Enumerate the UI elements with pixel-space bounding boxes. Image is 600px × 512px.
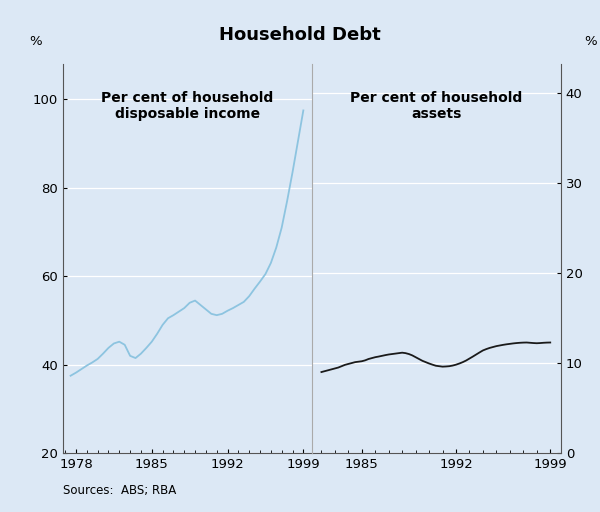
Text: %: % (584, 35, 597, 49)
Text: Per cent of household
disposable income: Per cent of household disposable income (101, 91, 274, 121)
Text: Sources:  ABS; RBA: Sources: ABS; RBA (63, 484, 176, 497)
Text: Per cent of household
assets: Per cent of household assets (350, 91, 523, 121)
Text: Household Debt: Household Debt (219, 26, 381, 44)
Text: %: % (29, 35, 42, 49)
